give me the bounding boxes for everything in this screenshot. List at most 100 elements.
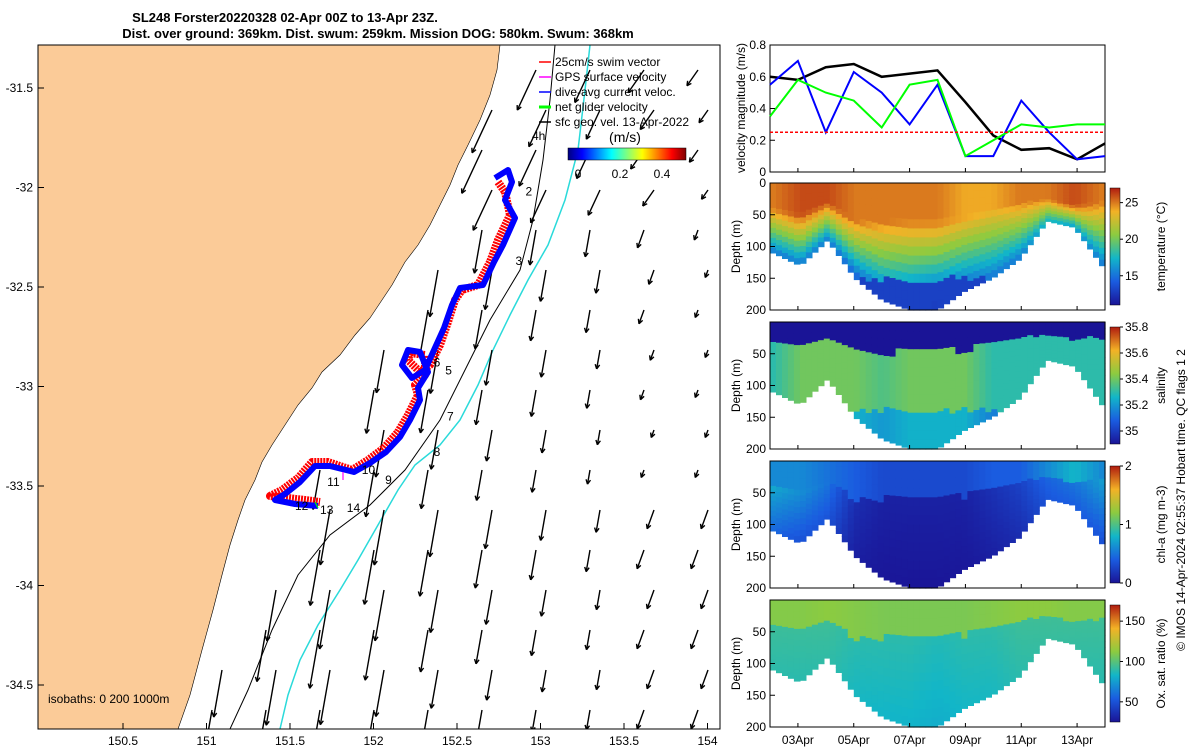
section-cell bbox=[805, 466, 813, 473]
section-cell bbox=[811, 222, 819, 228]
section-cell bbox=[782, 354, 789, 361]
section-cell bbox=[841, 535, 849, 543]
section-cell bbox=[793, 368, 801, 375]
section-cell bbox=[1081, 489, 1088, 495]
section-cell bbox=[823, 629, 831, 634]
section-cell bbox=[949, 355, 957, 365]
section-cell bbox=[770, 193, 777, 199]
section-cell bbox=[1087, 498, 1094, 504]
section-cell bbox=[1045, 188, 1052, 192]
section-cell bbox=[1063, 494, 1070, 498]
section-cell bbox=[770, 525, 777, 532]
section-cell bbox=[859, 387, 867, 395]
section-cell bbox=[776, 471, 783, 478]
section-cell bbox=[811, 624, 819, 631]
section-cell bbox=[1003, 231, 1010, 239]
section-cell bbox=[1099, 605, 1106, 613]
section-cell bbox=[829, 358, 837, 364]
section-cell bbox=[943, 608, 951, 618]
section-cell bbox=[985, 342, 992, 351]
section-cell bbox=[1081, 637, 1088, 642]
section-cell bbox=[889, 434, 897, 444]
section-cell bbox=[776, 631, 783, 637]
section-cell bbox=[1009, 501, 1016, 509]
section-cell bbox=[961, 484, 968, 493]
section-cell bbox=[979, 468, 986, 476]
section-cell bbox=[829, 219, 837, 225]
section-cell bbox=[913, 291, 921, 302]
section-cell bbox=[985, 474, 992, 483]
section-cell bbox=[943, 399, 951, 409]
section-cell bbox=[799, 240, 807, 247]
section-cell bbox=[853, 641, 861, 649]
section-cell bbox=[1069, 350, 1076, 354]
section-cell bbox=[823, 207, 831, 213]
section-cell bbox=[1051, 339, 1058, 343]
section-cell bbox=[889, 365, 897, 375]
section-cell bbox=[1039, 354, 1046, 358]
section-cell bbox=[1093, 246, 1100, 253]
section-cell bbox=[1051, 614, 1058, 618]
section-cell bbox=[805, 188, 813, 195]
section-cell bbox=[913, 551, 921, 562]
section-cell bbox=[901, 600, 909, 610]
section-cell bbox=[817, 622, 825, 628]
date-tick: 09Apr bbox=[949, 733, 981, 747]
section-cell bbox=[967, 461, 974, 470]
section-cell bbox=[883, 339, 891, 349]
section-cell bbox=[949, 461, 957, 470]
section-cell bbox=[829, 192, 837, 198]
section-cell bbox=[1021, 476, 1028, 482]
section-cell bbox=[1045, 463, 1052, 467]
section-cell bbox=[883, 710, 891, 720]
section-cell bbox=[787, 633, 795, 640]
track-dive-avg bbox=[272, 167, 518, 509]
section-cell bbox=[919, 201, 927, 211]
section-cell bbox=[907, 439, 915, 450]
section-cell bbox=[1045, 635, 1052, 639]
section-cell bbox=[859, 226, 867, 235]
section-cell bbox=[1033, 183, 1040, 188]
section-cell bbox=[865, 521, 873, 530]
section-cell bbox=[1021, 233, 1028, 239]
section-cell bbox=[985, 384, 992, 392]
track-waypoint-label: 5 bbox=[445, 364, 452, 378]
section-cell bbox=[787, 522, 795, 529]
section-cell bbox=[925, 717, 933, 728]
section-cell bbox=[955, 696, 962, 705]
section-cell bbox=[919, 699, 927, 710]
geo-velocity-arrowhead bbox=[483, 543, 489, 550]
section-cell bbox=[913, 578, 921, 589]
section-cell bbox=[793, 663, 801, 670]
section-cell bbox=[1009, 356, 1016, 364]
section-cell bbox=[835, 353, 843, 359]
section-cell bbox=[853, 682, 861, 691]
section-cell bbox=[1081, 628, 1088, 634]
section-cell bbox=[883, 284, 891, 294]
section-cell bbox=[1027, 600, 1034, 605]
section-cell bbox=[1075, 183, 1082, 188]
section-cell bbox=[985, 203, 992, 212]
section-cell bbox=[1021, 248, 1028, 254]
section-cell bbox=[1093, 621, 1100, 628]
section-cell bbox=[979, 685, 986, 694]
section-cell bbox=[805, 477, 813, 483]
section-cell bbox=[907, 524, 915, 535]
section-cell bbox=[799, 223, 807, 230]
section-cell bbox=[1045, 191, 1052, 195]
section-cell bbox=[919, 636, 927, 646]
section-cell bbox=[811, 183, 819, 189]
section-cell bbox=[782, 220, 789, 227]
section-cell bbox=[787, 250, 795, 257]
geo-velocity-arrow bbox=[585, 549, 591, 572]
track-waypoint-label: 3 bbox=[515, 254, 522, 268]
section-cell bbox=[811, 505, 819, 511]
section-cell bbox=[883, 608, 891, 618]
section-cell bbox=[1045, 632, 1052, 637]
geo-velocity-arrow bbox=[642, 189, 655, 207]
section-cell bbox=[1051, 350, 1058, 354]
section-cell bbox=[1063, 331, 1070, 335]
section-cell bbox=[1087, 470, 1094, 476]
section-cell bbox=[1045, 466, 1052, 470]
section-cell bbox=[770, 629, 777, 636]
